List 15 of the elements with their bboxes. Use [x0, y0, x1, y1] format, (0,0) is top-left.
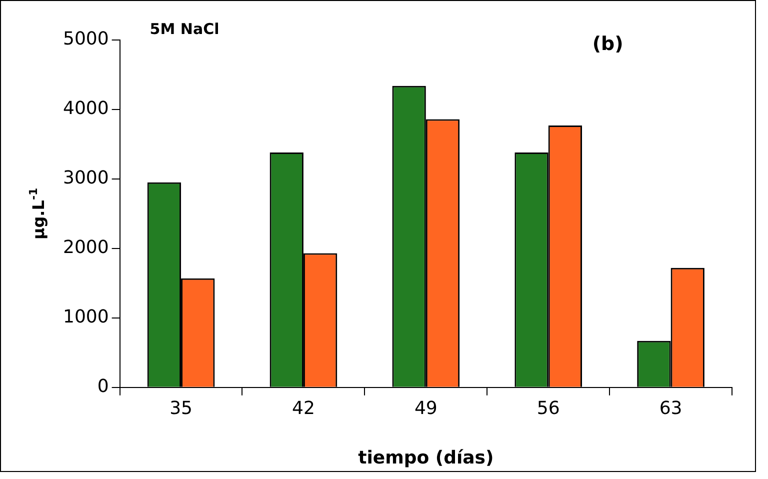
- y-tick-label: 5000: [62, 28, 109, 50]
- x-tick-label: 63: [659, 398, 682, 419]
- y-tick-label: 4000: [62, 98, 109, 120]
- y-tick-label: 2000: [62, 237, 109, 258]
- y-tick-label: 0: [97, 376, 109, 398]
- x-tick-label: 35: [170, 398, 192, 419]
- y-tick-label: 3000: [62, 168, 109, 189]
- chart-title: 5M NaCl: [150, 20, 220, 38]
- y-axis-title: µg.L-1: [26, 188, 48, 240]
- y-tick-label: 1000: [62, 306, 109, 328]
- x-tick-label: 56: [536, 398, 560, 419]
- x-tick-label: 49: [414, 398, 438, 419]
- x-axis-title: tiempo (días): [358, 448, 494, 469]
- x-tick-label: 42: [292, 398, 315, 419]
- annotation: (b): [592, 32, 624, 55]
